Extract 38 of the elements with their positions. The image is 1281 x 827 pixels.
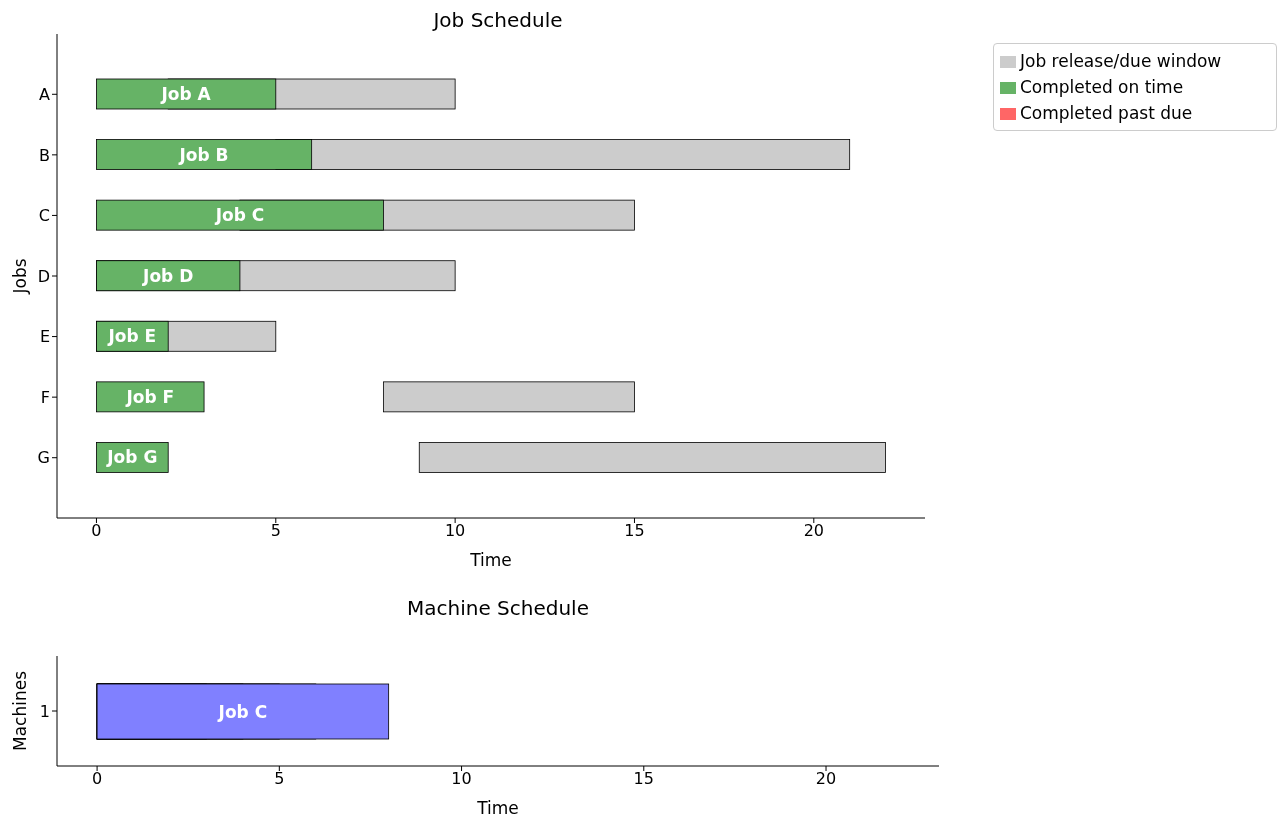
data-label: Job C xyxy=(217,701,268,722)
legend-label: Completed past due xyxy=(1020,103,1193,123)
data-label: Job A xyxy=(160,84,212,105)
y-tick-label: F xyxy=(40,387,50,407)
data-label: Job E xyxy=(107,326,157,347)
x-tick-label: 15 xyxy=(624,521,645,541)
x-tick-label: 20 xyxy=(815,769,837,789)
y-tick-label: C xyxy=(38,206,50,226)
legend-label: Completed on time xyxy=(1020,77,1184,97)
y-tick-label: 1 xyxy=(39,701,50,721)
data-label: Job F xyxy=(125,386,175,407)
bar xyxy=(96,381,205,413)
bar xyxy=(418,442,886,473)
x-tick-label: 15 xyxy=(633,769,654,789)
bar xyxy=(383,381,635,413)
y-tick-label: D xyxy=(37,266,50,286)
y-tick-label: G xyxy=(37,448,50,468)
x-tick-label: 20 xyxy=(803,521,824,541)
chart-title: Job Schedule xyxy=(431,8,564,32)
x-tick-label: 5 xyxy=(274,769,285,789)
x-tick-label: 10 xyxy=(444,521,466,541)
chart-title: Machine Schedule xyxy=(406,596,590,620)
x-tick-label: 0 xyxy=(92,769,103,789)
y-tick-label: A xyxy=(39,84,51,104)
x-axis-title: Time xyxy=(476,798,519,818)
data-label: Job G xyxy=(106,447,158,468)
x-tick-label: 10 xyxy=(451,769,472,789)
data-label: Job D xyxy=(142,265,194,286)
x-axis-title: Time xyxy=(469,550,512,570)
data-label: Job B xyxy=(178,144,229,165)
y-tick-label: E xyxy=(39,327,50,347)
data-label: Job C xyxy=(214,205,265,226)
x-tick-label: 0 xyxy=(91,521,102,541)
y-axis-title: Jobs xyxy=(10,258,30,295)
y-tick-label: B xyxy=(39,145,50,165)
x-tick-label: 5 xyxy=(270,521,281,541)
y-axis-title: Machines xyxy=(10,670,30,752)
legend-label: Job release/due window xyxy=(1020,51,1222,71)
